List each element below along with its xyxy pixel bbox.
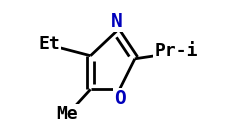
Text: Me: Me — [57, 105, 79, 123]
Text: Pr-i: Pr-i — [154, 42, 198, 60]
Text: Et: Et — [38, 34, 60, 53]
Text: N: N — [111, 12, 122, 31]
Text: O: O — [114, 89, 125, 108]
